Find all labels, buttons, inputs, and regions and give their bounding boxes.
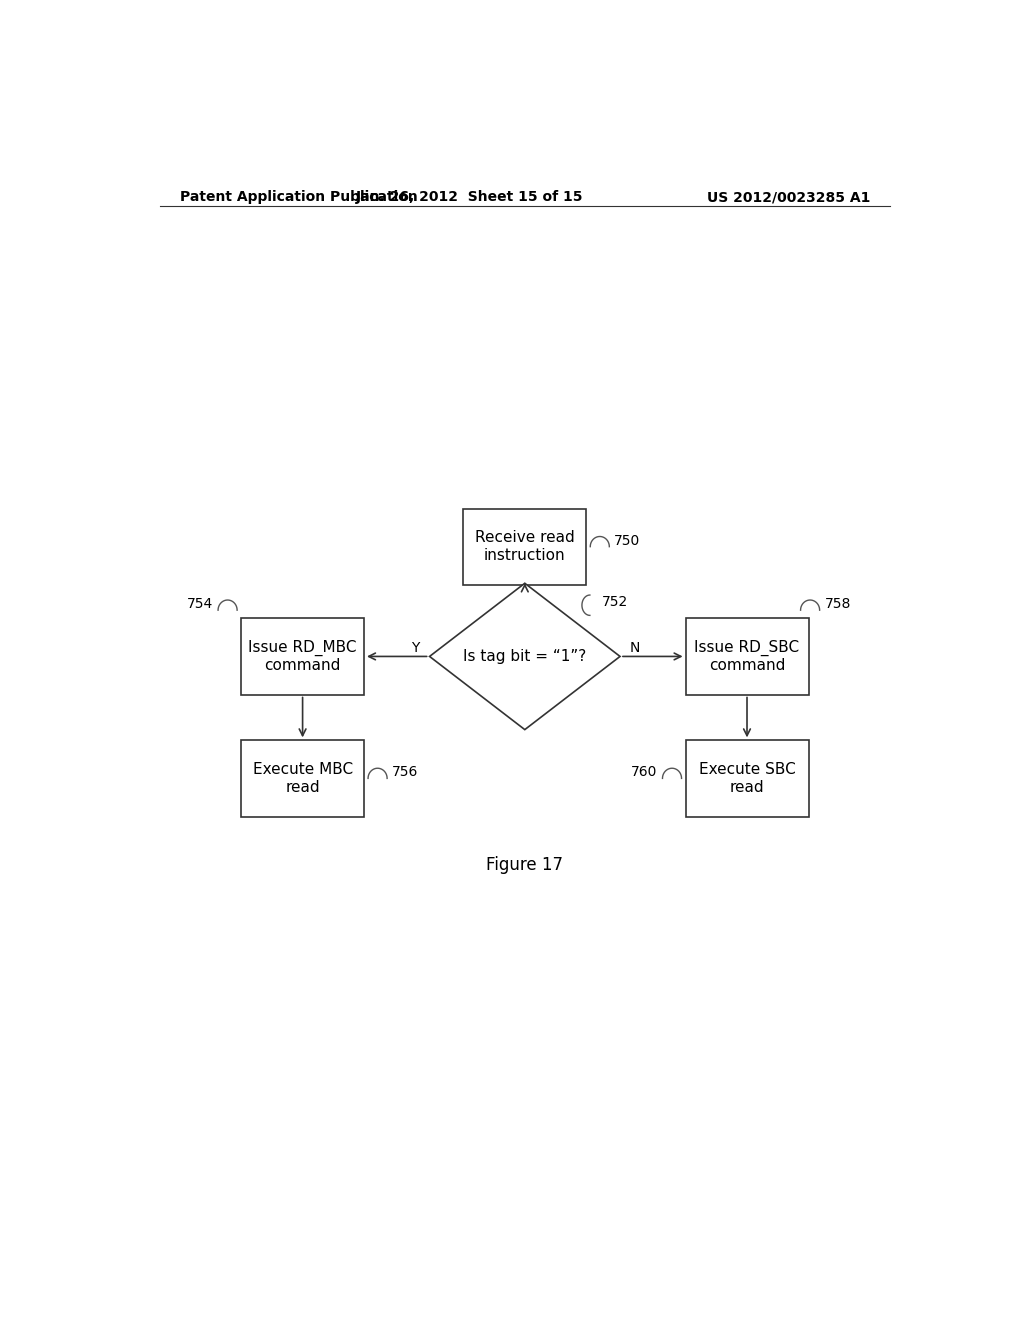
- Text: 750: 750: [614, 533, 640, 548]
- Bar: [685, 741, 809, 817]
- Bar: [241, 741, 365, 817]
- Text: US 2012/0023285 A1: US 2012/0023285 A1: [707, 190, 870, 205]
- Text: Y: Y: [411, 642, 420, 655]
- Text: 752: 752: [602, 595, 628, 609]
- Bar: [685, 618, 809, 694]
- Text: Issue RD_SBC
command: Issue RD_SBC command: [694, 640, 800, 673]
- Polygon shape: [430, 583, 620, 730]
- Text: Figure 17: Figure 17: [486, 855, 563, 874]
- Text: 758: 758: [824, 597, 851, 611]
- Text: 754: 754: [187, 597, 213, 611]
- Text: Execute SBC
read: Execute SBC read: [698, 762, 796, 795]
- Text: Patent Application Publication: Patent Application Publication: [179, 190, 418, 205]
- Text: 760: 760: [632, 766, 657, 779]
- Text: Jan. 26, 2012  Sheet 15 of 15: Jan. 26, 2012 Sheet 15 of 15: [355, 190, 583, 205]
- Bar: [463, 508, 587, 585]
- Text: 756: 756: [392, 766, 418, 779]
- Text: Execute MBC
read: Execute MBC read: [253, 762, 352, 795]
- Text: Issue RD_MBC
command: Issue RD_MBC command: [249, 640, 356, 673]
- Text: N: N: [629, 642, 640, 655]
- Bar: [241, 618, 365, 694]
- Text: Is tag bit = “1”?: Is tag bit = “1”?: [463, 649, 587, 664]
- Text: Receive read
instruction: Receive read instruction: [475, 531, 574, 562]
